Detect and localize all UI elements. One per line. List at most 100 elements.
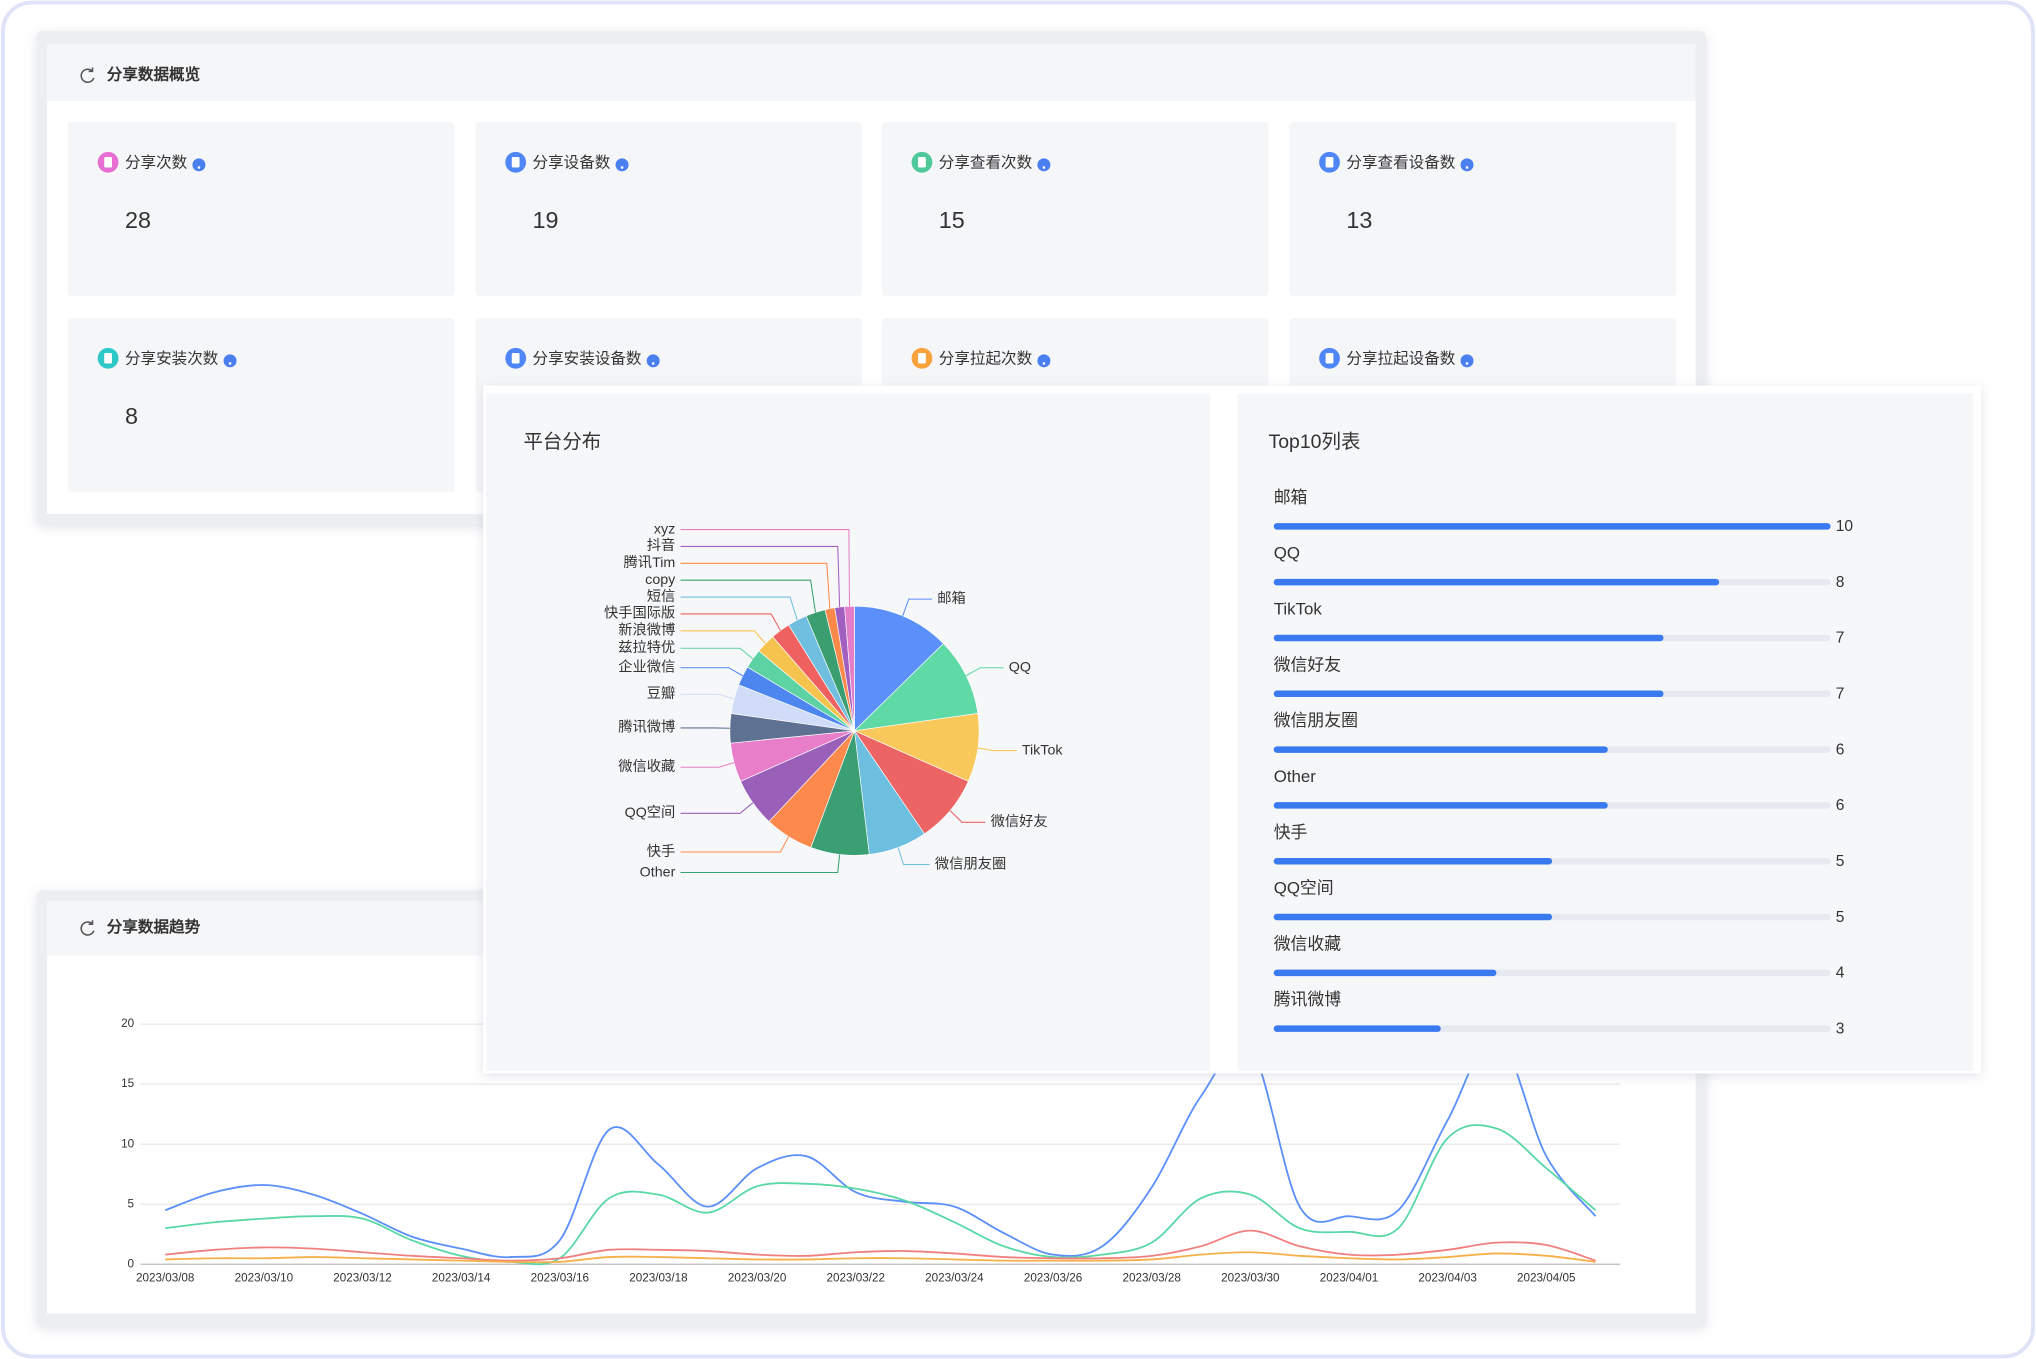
stat-icon-glyph: [1325, 157, 1334, 168]
pie-label: 新浪微博: [618, 622, 675, 639]
pie-label-line: [680, 562, 831, 609]
pie-label: 企业微信: [618, 657, 675, 675]
list-value: 3: [1836, 1020, 1845, 1037]
list-bar[interactable]: [1273, 690, 1664, 698]
refresh-icon[interactable]: [80, 67, 95, 83]
help-icon[interactable]: [1460, 354, 1474, 368]
pie-label: QQ空间: [625, 804, 676, 821]
pie-label-line: [977, 747, 1017, 752]
list-value: 10: [1836, 518, 1854, 535]
stat-label: 分享安装设备数: [533, 350, 642, 368]
help-icon-dot: [1465, 362, 1469, 365]
x-tick-label: 2023/03/14: [432, 1272, 491, 1285]
x-tick-label: 2023/03/28: [1122, 1272, 1180, 1285]
help-icon[interactable]: [223, 354, 237, 368]
help-icon[interactable]: [615, 158, 629, 172]
pie-label: copy: [645, 572, 676, 588]
list-bar[interactable]: [1273, 578, 1720, 586]
pie-label-line: [680, 647, 754, 660]
pie-label: TikTok: [1022, 742, 1064, 758]
list-value: 5: [1836, 853, 1845, 870]
list-name: 微信收藏: [1274, 934, 1342, 953]
help-icon[interactable]: [192, 158, 206, 172]
pie-label: 腾讯Tim: [624, 554, 676, 571]
y-tick-label: 5: [128, 1197, 135, 1210]
list-bar[interactable]: [1273, 913, 1553, 921]
pie-label-line: [680, 836, 790, 853]
list-bar[interactable]: [1273, 1025, 1441, 1032]
help-icon[interactable]: [646, 354, 660, 368]
help-icon-dot: [228, 362, 232, 365]
list-bar[interactable]: [1273, 746, 1608, 753]
pie-label: Other: [640, 864, 676, 880]
stat-icon-glyph: [104, 353, 112, 364]
help-icon-dot: [651, 362, 655, 365]
pie-label: 腾讯微博: [618, 719, 675, 736]
list-bar[interactable]: [1273, 857, 1553, 865]
pie-label: 微信朋友圈: [935, 855, 1006, 872]
list-bar[interactable]: [1273, 634, 1664, 642]
list-bar[interactable]: [1273, 802, 1608, 809]
pie-label: 豆瓣: [647, 685, 676, 702]
y-tick-label: 20: [121, 1017, 134, 1030]
card-title: 分享数据趋势: [107, 917, 201, 936]
list-name: 微信朋友圈: [1274, 711, 1358, 730]
list-value: 8: [1836, 574, 1845, 591]
pie-label-line: [949, 810, 986, 823]
stat-card: [881, 122, 1269, 296]
list-title: Top10列表: [1269, 431, 1361, 453]
list-value: 7: [1836, 686, 1845, 703]
list-name: Other: [1274, 767, 1317, 786]
pie-label-line: [680, 802, 754, 814]
refresh-icon[interactable]: [80, 920, 95, 936]
list-name: QQ空间: [1274, 879, 1334, 898]
list-name: 邮箱: [1274, 488, 1308, 507]
stat-label: 分享查看次数: [939, 154, 1033, 172]
stat-label: 分享查看设备数: [1346, 154, 1455, 172]
help-icon[interactable]: [1460, 158, 1474, 172]
list-bar[interactable]: [1273, 969, 1497, 977]
pie-label-line: [680, 613, 781, 631]
pie-label-line: [897, 847, 930, 866]
stat-value: 8: [125, 403, 138, 429]
x-tick-label: 2023/04/01: [1320, 1272, 1378, 1285]
list-name: 快手: [1274, 823, 1308, 842]
pie-label-line: [680, 579, 816, 613]
help-icon[interactable]: [1037, 354, 1051, 368]
list-value: 6: [1836, 741, 1845, 758]
pie-slice[interactable]: [853, 643, 979, 732]
x-tick-label: 2023/03/26: [1024, 1272, 1082, 1285]
x-tick-label: 2023/04/05: [1517, 1272, 1575, 1285]
x-tick-label: 2023/03/30: [1221, 1272, 1280, 1285]
stat-icon-glyph: [104, 157, 112, 168]
stat-card: [1289, 122, 1677, 296]
list-panel: [1237, 393, 1974, 1071]
stat-icon-glyph: [918, 157, 926, 168]
stat-label: 分享次数: [125, 154, 188, 172]
stat-value: 19: [533, 207, 559, 233]
list-name: 腾讯微博: [1274, 990, 1342, 1009]
pie-label-line: [680, 762, 735, 768]
pie-label: 微信好友: [991, 813, 1048, 830]
stat-card: [67, 318, 455, 492]
trend-line: [165, 1229, 1596, 1262]
stat-icon-glyph: [1325, 353, 1334, 364]
pie-label-line: [680, 596, 798, 621]
y-tick-label: 0: [128, 1257, 135, 1270]
pie-label-line: [680, 529, 851, 607]
trend-line: [165, 1124, 1597, 1266]
trend-line: [165, 1251, 1596, 1264]
pie-slice[interactable]: [854, 605, 944, 732]
y-tick-label: 10: [121, 1137, 134, 1150]
pie-label: 兹拉特优: [618, 639, 675, 656]
pie-label-line: [965, 667, 1004, 677]
help-icon[interactable]: [1037, 158, 1051, 172]
x-tick-label: 2023/03/08: [136, 1272, 194, 1285]
x-tick-label: 2023/03/22: [827, 1272, 885, 1285]
x-tick-label: 2023/03/18: [629, 1272, 687, 1285]
stat-label: 分享拉起次数: [939, 350, 1033, 368]
list-bar[interactable]: [1273, 523, 1831, 530]
stat-icon-glyph: [918, 353, 926, 364]
stat-label: 分享设备数: [533, 154, 611, 172]
